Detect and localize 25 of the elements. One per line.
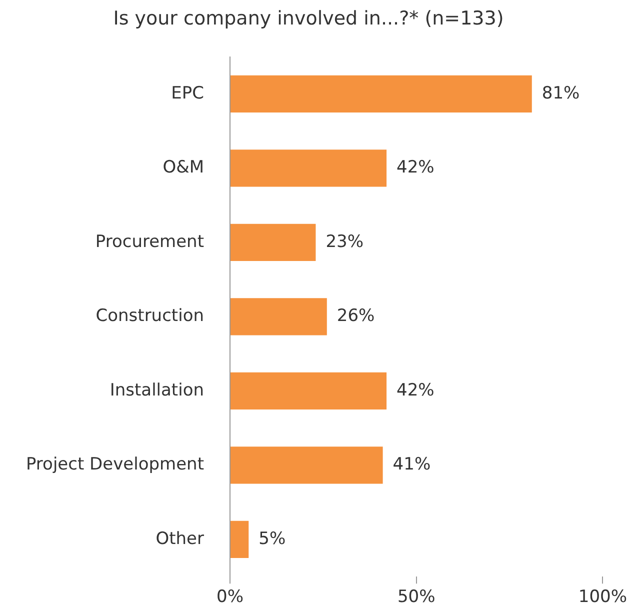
bar (230, 446, 383, 484)
y-tick-label: Installation (110, 380, 204, 400)
x-tick-label: 0% (216, 587, 244, 608)
y-tick-label: Construction (96, 306, 204, 326)
bar (230, 224, 316, 262)
data-label: 5% (258, 528, 286, 549)
bar (230, 298, 327, 336)
bar (230, 520, 249, 558)
data-label: 41% (392, 454, 431, 475)
y-tick-label: EPC (171, 83, 204, 104)
bar (230, 372, 387, 410)
x-tick-label: 100% (578, 587, 628, 608)
data-label: 42% (396, 380, 434, 400)
bar (230, 150, 387, 187)
x-tick-label: 50% (397, 587, 436, 608)
chart-title: Is your company involved in...?* (n=133) (113, 7, 504, 30)
bar (230, 75, 532, 112)
data-label: 42% (396, 158, 434, 178)
y-tick-label: O&M (162, 158, 204, 178)
data-label: 81% (542, 83, 580, 104)
y-tick-label: Project Development (26, 454, 204, 475)
data-label: 23% (326, 232, 364, 252)
y-tick-label: Procurement (95, 232, 204, 252)
data-label: 26% (336, 306, 375, 326)
y-tick-label: Other (156, 528, 204, 549)
